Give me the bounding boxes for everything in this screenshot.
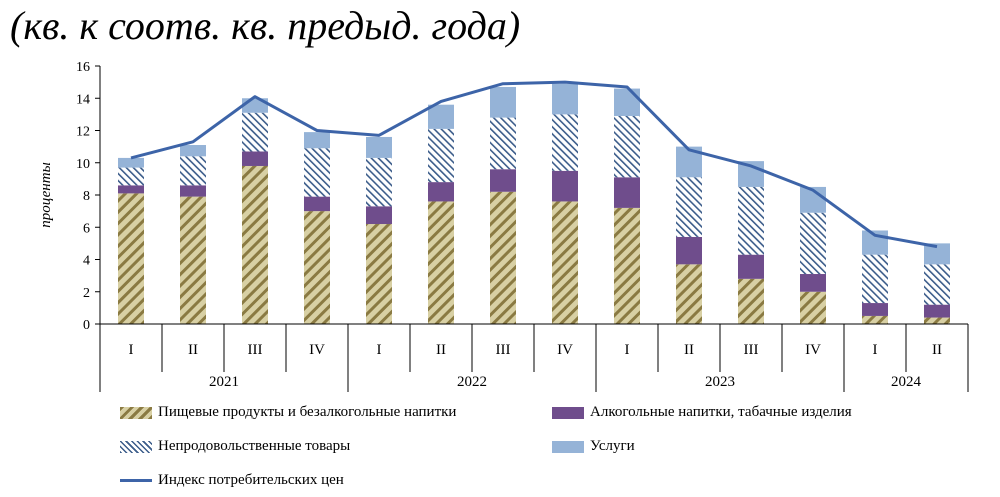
bar-segment-3 [242,112,268,152]
legend-label-services: Услуги [590,438,635,454]
chart-title: (кв. к соотв. кв. предыд. года) [10,3,521,48]
x-quarter-label: III [496,342,511,358]
x-quarter-label: III [744,342,759,358]
y-tick-label: 4 [83,254,90,269]
x-quarter-label: II [188,342,198,358]
cpi-line [130,80,938,249]
bar-segment-3 [118,167,144,186]
bar-segment-2 [676,236,702,265]
y-tick-label: 8 [83,189,90,204]
y-tick-label: 0 [83,318,90,333]
legend-swatch-nonfood [120,440,152,453]
bar-segment-1 [428,201,454,324]
bar-segment-4 [180,145,206,157]
y-tick-label: 16 [76,60,90,75]
bar-segment-1 [614,207,640,324]
x-quarter-label: III [248,342,263,358]
legend-item-services: Услуги [552,438,635,455]
bar-segment-4 [490,86,516,118]
legend-item-food: Пищевые продукты и безалкогольные напитк… [120,404,456,421]
bar-segment-3 [304,148,330,197]
bar-segment-3 [676,177,702,237]
legend-swatch-alcohol [552,406,584,419]
bar-segment-2 [738,254,764,279]
x-year-label: 2022 [457,374,487,390]
bar-segment-4 [428,104,454,129]
bar-segment-2 [428,182,454,202]
bar-segment-1 [242,165,268,324]
y-tick-label: 6 [83,221,90,236]
legend-label-cpi: Индекс потребительских цен [158,472,344,488]
bar-segment-3 [490,117,516,170]
bar-segment-1 [800,291,826,324]
bar-segment-2 [304,196,330,212]
x-year-label: 2021 [209,374,239,390]
bar-segment-4 [614,88,640,116]
y-tick-label: 14 [76,92,90,107]
legend-item-nonfood: Непродовольственные товары [120,438,350,455]
bar-segment-3 [862,254,888,304]
bar-segment-2 [366,206,392,225]
x-quarter-label: I [625,342,630,358]
legend-label-alcohol: Алкогольные напитки, табачные изделия [590,404,852,420]
bar-segment-2 [242,151,268,166]
bar-segment-3 [614,115,640,178]
legend-label-food: Пищевые продукты и безалкогольные напитк… [158,404,457,420]
bar-segment-3 [366,157,392,207]
x-year-label: 2023 [705,374,735,390]
bar-segment-1 [304,211,330,324]
y-tick-label: 12 [76,125,90,140]
bar-segment-1 [180,196,206,324]
x-year-label: 2024 [891,374,922,390]
x-quarter-label: I [873,342,878,358]
bar-segment-1 [862,315,888,324]
bar-segment-1 [366,224,392,324]
x-quarter-label: II [436,342,446,358]
legend-swatch-food [120,406,152,419]
y-tick-label: 2 [83,286,90,301]
x-quarter-label: IV [309,342,325,358]
bar-segment-2 [862,303,888,316]
bar-segment-2 [118,185,144,194]
legend-item-alcohol: Алкогольные напитки, табачные изделия [552,404,852,421]
bar-segment-1 [490,191,516,324]
bar-segment-2 [924,304,950,318]
x-quarter-label: II [932,342,942,358]
bar-segment-4 [366,136,392,158]
bar-segment-1 [676,264,702,324]
y-tick-label: 10 [76,157,90,172]
bar-segment-2 [614,177,640,208]
bar-segment-4 [304,132,330,149]
x-quarter-label: IV [805,342,821,358]
bar-segment-3 [800,212,826,275]
bar-segment-4 [552,83,578,115]
bar-segment-4 [924,243,950,265]
bar-segment-2 [180,185,206,197]
bar-segment-2 [552,170,578,202]
x-quarter-label: I [377,342,382,358]
bar-segment-3 [924,264,950,305]
x-quarter-label: II [684,342,694,358]
bar-segment-4 [118,157,144,168]
legend-item-cpi: Индекс потребительских цен [120,472,344,489]
bar-segment-1 [552,201,578,324]
bar-segment-1 [924,317,950,324]
bar-segment-2 [490,169,516,192]
bar-segment-3 [428,128,454,183]
legend-swatch-cpi [120,479,152,482]
y-axis-label: проценты [38,162,54,227]
bar-segment-3 [552,114,578,171]
bar-segment-3 [738,186,764,255]
legend-label-nonfood: Непродовольственные товары [158,438,351,454]
bar-segment-2 [800,274,826,292]
x-quarter-label: IV [557,342,573,358]
legend-swatch-services [552,440,584,453]
bar-segment-1 [738,278,764,324]
x-quarter-label: I [129,342,134,358]
bar-segment-3 [180,156,206,186]
bar-segment-1 [118,193,144,324]
